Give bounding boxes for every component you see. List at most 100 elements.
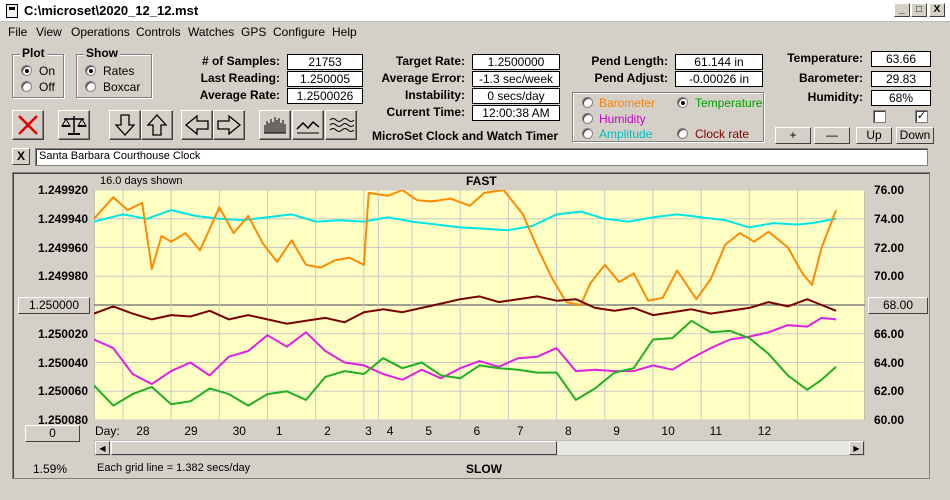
offset-button[interactable]: 0 <box>25 425 80 442</box>
app-icon <box>6 4 18 18</box>
plot-group-title: Plot <box>20 46 47 60</box>
x-day-label: 29 <box>184 424 198 438</box>
x-day-label: 11 <box>709 424 723 438</box>
plot-on-radio[interactable] <box>21 65 32 76</box>
show-group-title: Show <box>84 46 120 60</box>
y-left-tick-label: 1.249940 <box>37 211 88 226</box>
clock-name-field[interactable]: Santa Barbara Courthouse Clock <box>35 148 928 166</box>
humidity-radio[interactable] <box>582 113 593 124</box>
clock-rate-radio[interactable] <box>677 128 688 139</box>
average-rate-value: 1.2500026 <box>287 88 363 104</box>
samples-label: # of Samples: <box>201 54 280 68</box>
y-right-tick-label: 74.00 <box>874 211 905 226</box>
show-rates-radio[interactable] <box>85 65 96 76</box>
up-arrow-button[interactable] <box>141 110 173 140</box>
x-day-label: 6 <box>473 424 481 438</box>
barometer-label: Barometer: <box>798 71 863 85</box>
menu-file[interactable]: File <box>8 25 28 39</box>
menu-operations[interactable]: Operations <box>71 25 130 39</box>
scale-minus-button[interactable]: — <box>814 127 850 144</box>
current-time-value: 12:00:38 AM <box>472 105 560 121</box>
temperature-value: 63.66 <box>871 51 931 67</box>
grid-note: Each grid line = 1.382 secs/day <box>97 462 251 474</box>
barometer-radio[interactable] <box>582 97 593 108</box>
menu-view[interactable]: View <box>36 25 62 39</box>
red-x-icon <box>18 115 38 135</box>
menu-configure[interactable]: Configure <box>273 25 326 39</box>
histogram-icon <box>264 117 286 134</box>
scroll-thumb[interactable] <box>111 441 557 455</box>
minimize-button[interactable]: _ <box>894 3 910 17</box>
y-left-tick-label: 1.250040 <box>37 355 88 370</box>
series-line-1 <box>94 190 838 306</box>
scroll-left-button[interactable]: ◀ <box>95 441 110 455</box>
chart-plot <box>94 190 865 420</box>
humidity-value: 68% <box>871 90 931 106</box>
down-arrow-button[interactable] <box>109 110 141 140</box>
left-arrow-button[interactable] <box>181 110 213 140</box>
scroll-right-button[interactable]: ▶ <box>849 441 864 455</box>
x-day-label: 8 <box>565 424 572 438</box>
x-day-label: 7 <box>516 424 524 438</box>
scale-plus-button[interactable]: + <box>775 127 811 144</box>
x-day-label: 3 <box>365 424 372 438</box>
status-percent: 1.59% <box>33 462 68 476</box>
day-label: Day: <box>95 424 120 438</box>
menu-help[interactable]: Help <box>332 25 357 39</box>
histogram-button[interactable] <box>259 110 291 140</box>
right-arrow-button[interactable] <box>213 110 245 140</box>
y-left-tick-label: 1.250060 <box>37 384 88 399</box>
scales-icon <box>61 116 87 135</box>
scale-down-button[interactable]: Down <box>896 127 934 144</box>
right-center-button[interactable]: 68.00 <box>868 297 928 314</box>
line-graph-button[interactable] <box>292 110 324 140</box>
average-rate-label: Average Rate: <box>199 88 280 102</box>
plot-off-radio[interactable] <box>21 81 32 92</box>
menu-watches[interactable]: Watches <box>188 25 235 39</box>
x-day-label: 4 <box>386 424 394 438</box>
option-checkbox-1[interactable] <box>873 110 886 123</box>
clear-clock-button[interactable]: X <box>12 148 30 165</box>
left-center-button[interactable]: 1.250000 <box>18 297 90 314</box>
y-right-tick-label: 64.00 <box>874 355 905 370</box>
maximize-button[interactable]: □ <box>911 3 927 17</box>
wave-graph-button[interactable] <box>325 110 357 140</box>
series-line-2 <box>94 295 837 325</box>
y-left-tick-label: 1.250080 <box>37 413 88 427</box>
average-error-label: Average Error: <box>381 71 465 85</box>
temperature-label: Temperature: <box>787 51 863 65</box>
humidity-option-label: Humidity <box>599 112 646 126</box>
series-line-0 <box>94 209 837 232</box>
amplitude-option-label: Amplitude <box>599 127 653 141</box>
menu-controls[interactable]: Controls <box>136 25 181 39</box>
x-day-label: 12 <box>757 424 772 438</box>
arrow-up-icon <box>146 114 168 136</box>
show-boxcar-radio[interactable] <box>85 81 96 92</box>
last-reading-label: Last Reading: <box>200 71 280 85</box>
amplitude-radio[interactable] <box>582 128 593 139</box>
temperature-option-label: Temperature <box>695 96 763 110</box>
clock-rate-option-label: Clock rate <box>695 127 750 141</box>
x-day-label: 10 <box>661 424 675 438</box>
window-title: C:\microset\2020_12_12.mst <box>24 3 199 18</box>
scale-up-button[interactable]: Up <box>856 127 892 144</box>
close-button[interactable]: X <box>929 3 945 17</box>
x-day-label: 28 <box>136 424 150 438</box>
x-day-label: 30 <box>232 424 246 438</box>
stop-button[interactable] <box>12 110 44 140</box>
y-right-tick-label: 70.00 <box>874 269 905 284</box>
option-checkbox-2[interactable]: ✓ <box>915 110 928 123</box>
average-error-value: -1.3 sec/week <box>472 71 560 87</box>
y-left-tick-label: 1.249980 <box>37 269 88 284</box>
temperature-radio[interactable] <box>677 97 688 108</box>
slow-label: SLOW <box>466 462 502 476</box>
x-day-label: 1 <box>275 424 283 438</box>
arrow-down-icon <box>114 114 136 136</box>
wave-icon <box>329 118 355 132</box>
plot-off-label: Off <box>39 80 55 94</box>
last-reading-value: 1.250005 <box>287 71 363 87</box>
menu-gps[interactable]: GPS <box>241 25 267 39</box>
menu-bar: File View Operations Controls Watches GP… <box>0 22 950 42</box>
balance-button[interactable] <box>58 110 90 140</box>
time-scrollbar[interactable]: ◀ ▶ <box>94 440 865 456</box>
